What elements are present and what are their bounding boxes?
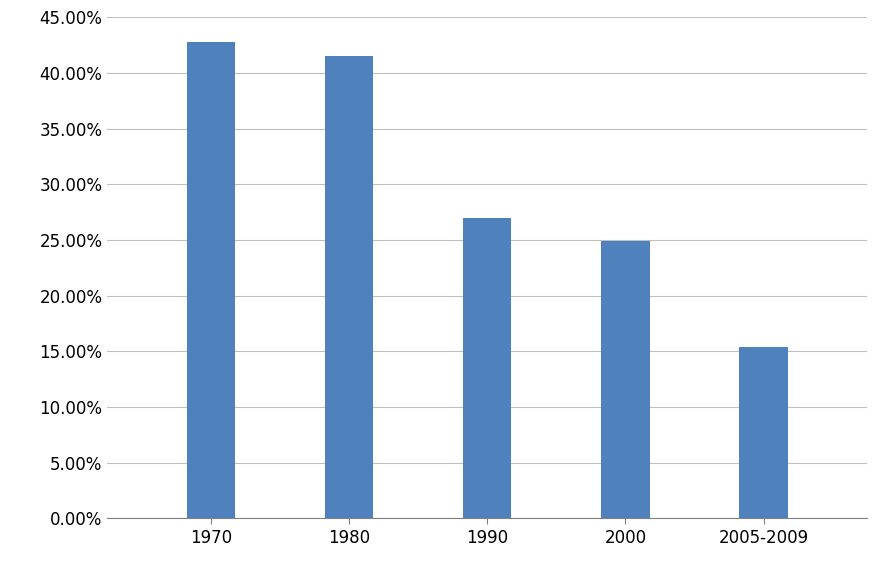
Bar <box>601 241 650 518</box>
Bar <box>463 218 511 518</box>
Bar <box>739 347 788 518</box>
Bar <box>325 56 373 518</box>
Bar <box>187 43 235 518</box>
